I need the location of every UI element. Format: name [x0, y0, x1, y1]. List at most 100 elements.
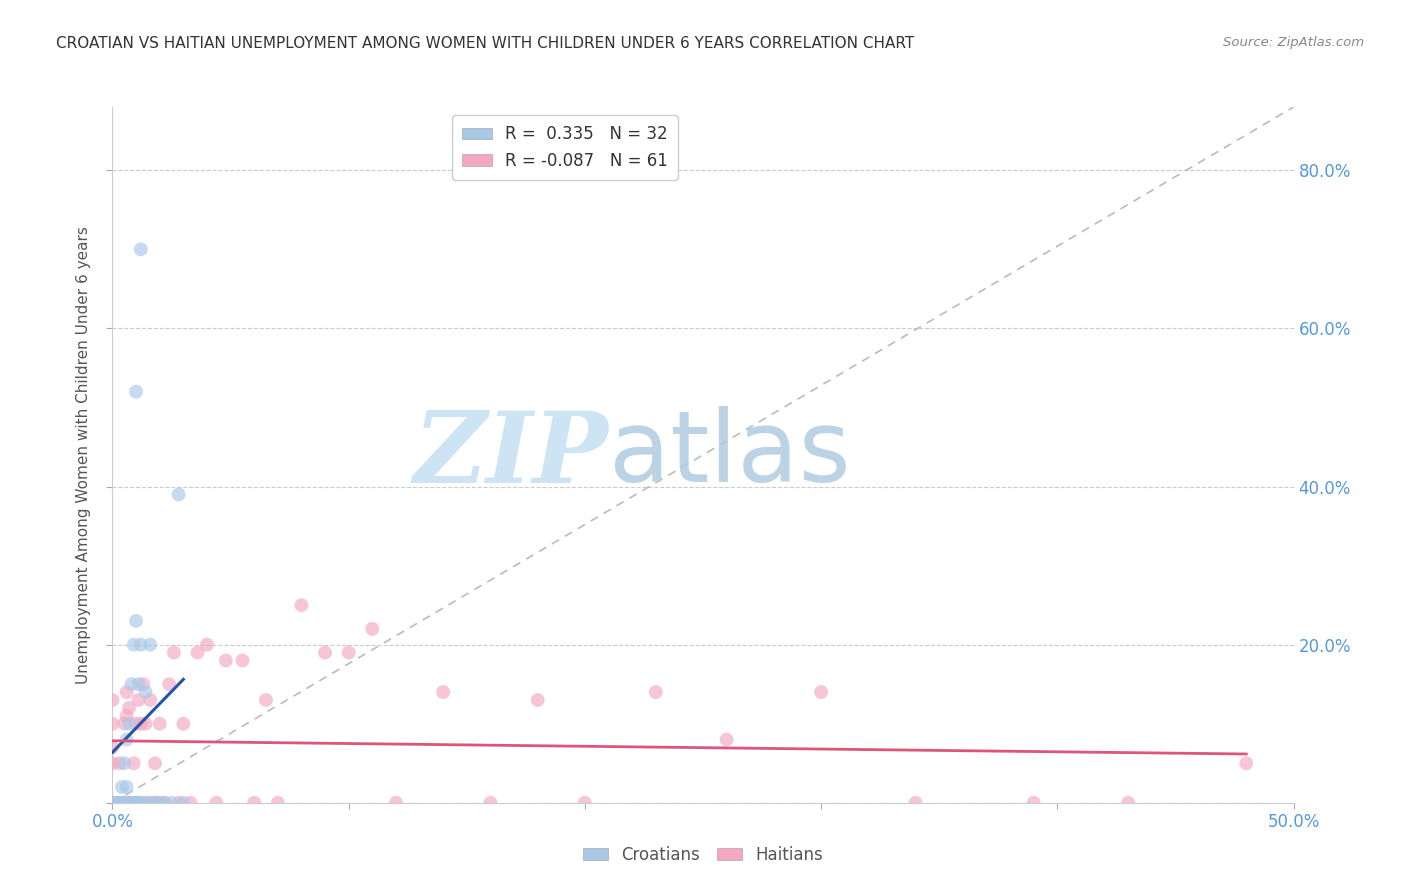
Point	[111, 796, 134, 810]
Point	[904, 796, 927, 810]
Point	[135, 716, 157, 731]
Point	[101, 796, 124, 810]
Point	[101, 716, 124, 731]
Point	[160, 796, 183, 810]
Point	[129, 243, 152, 257]
Point	[129, 716, 152, 731]
Point	[254, 693, 277, 707]
Point	[122, 638, 145, 652]
Point	[205, 796, 228, 810]
Point	[115, 685, 138, 699]
Point	[122, 756, 145, 771]
Point	[172, 796, 194, 810]
Point	[290, 598, 312, 612]
Point	[479, 796, 502, 810]
Point	[112, 716, 135, 731]
Point	[111, 780, 134, 794]
Point	[172, 716, 194, 731]
Point	[149, 716, 172, 731]
Point	[195, 638, 218, 652]
Point	[163, 646, 186, 660]
Point	[179, 796, 201, 810]
Point	[112, 796, 135, 810]
Point	[644, 685, 666, 699]
Point	[125, 614, 148, 628]
Point	[167, 796, 190, 810]
Legend: Croatians, Haitians: Croatians, Haitians	[576, 839, 830, 871]
Point	[101, 740, 124, 755]
Point	[215, 653, 238, 667]
Point	[1234, 756, 1257, 771]
Point	[125, 796, 148, 810]
Point	[112, 756, 135, 771]
Point	[125, 716, 148, 731]
Point	[153, 796, 176, 810]
Point	[337, 646, 360, 660]
Point	[105, 796, 128, 810]
Text: Source: ZipAtlas.com: Source: ZipAtlas.com	[1223, 36, 1364, 49]
Point	[186, 646, 208, 660]
Point	[127, 796, 149, 810]
Point	[132, 677, 155, 691]
Point	[127, 796, 149, 810]
Point	[243, 796, 266, 810]
Point	[112, 796, 135, 810]
Point	[139, 638, 162, 652]
Point	[385, 796, 408, 810]
Point	[135, 685, 157, 699]
Point	[139, 693, 162, 707]
Legend: R =  0.335   N = 32, R = -0.087   N = 61: R = 0.335 N = 32, R = -0.087 N = 61	[451, 115, 678, 179]
Point	[105, 796, 128, 810]
Text: CROATIAN VS HAITIAN UNEMPLOYMENT AMONG WOMEN WITH CHILDREN UNDER 6 YEARS CORRELA: CROATIAN VS HAITIAN UNEMPLOYMENT AMONG W…	[56, 36, 914, 51]
Point	[120, 796, 142, 810]
Point	[118, 796, 141, 810]
Point	[153, 796, 176, 810]
Y-axis label: Unemployment Among Women with Children Under 6 years: Unemployment Among Women with Children U…	[76, 226, 91, 684]
Point	[129, 638, 152, 652]
Point	[101, 796, 124, 810]
Point	[136, 796, 159, 810]
Point	[129, 796, 152, 810]
Point	[146, 796, 169, 810]
Point	[136, 796, 159, 810]
Point	[115, 708, 138, 723]
Point	[1022, 796, 1045, 810]
Point	[115, 780, 138, 794]
Point	[118, 796, 141, 810]
Point	[526, 693, 548, 707]
Point	[361, 622, 384, 636]
Point	[120, 677, 142, 691]
Point	[157, 677, 180, 691]
Point	[314, 646, 336, 660]
Point	[108, 796, 131, 810]
Point	[118, 701, 141, 715]
Point	[101, 693, 124, 707]
Point	[125, 384, 148, 399]
Point	[143, 756, 166, 771]
Point	[132, 796, 155, 810]
Point	[1116, 796, 1139, 810]
Text: atlas: atlas	[609, 407, 851, 503]
Point	[574, 796, 596, 810]
Point	[127, 693, 149, 707]
Point	[716, 732, 738, 747]
Text: ZIP: ZIP	[413, 407, 609, 503]
Point	[101, 796, 124, 810]
Point	[118, 716, 141, 731]
Point	[143, 796, 166, 810]
Point	[120, 796, 142, 810]
Point	[111, 796, 134, 810]
Point	[122, 796, 145, 810]
Point	[167, 487, 190, 501]
Point	[149, 796, 172, 810]
Point	[432, 685, 454, 699]
Point	[115, 732, 138, 747]
Point	[125, 796, 148, 810]
Point	[231, 653, 253, 667]
Point	[108, 756, 131, 771]
Point	[101, 756, 124, 771]
Point	[142, 796, 165, 810]
Point	[267, 796, 290, 810]
Point	[127, 677, 149, 691]
Point	[810, 685, 832, 699]
